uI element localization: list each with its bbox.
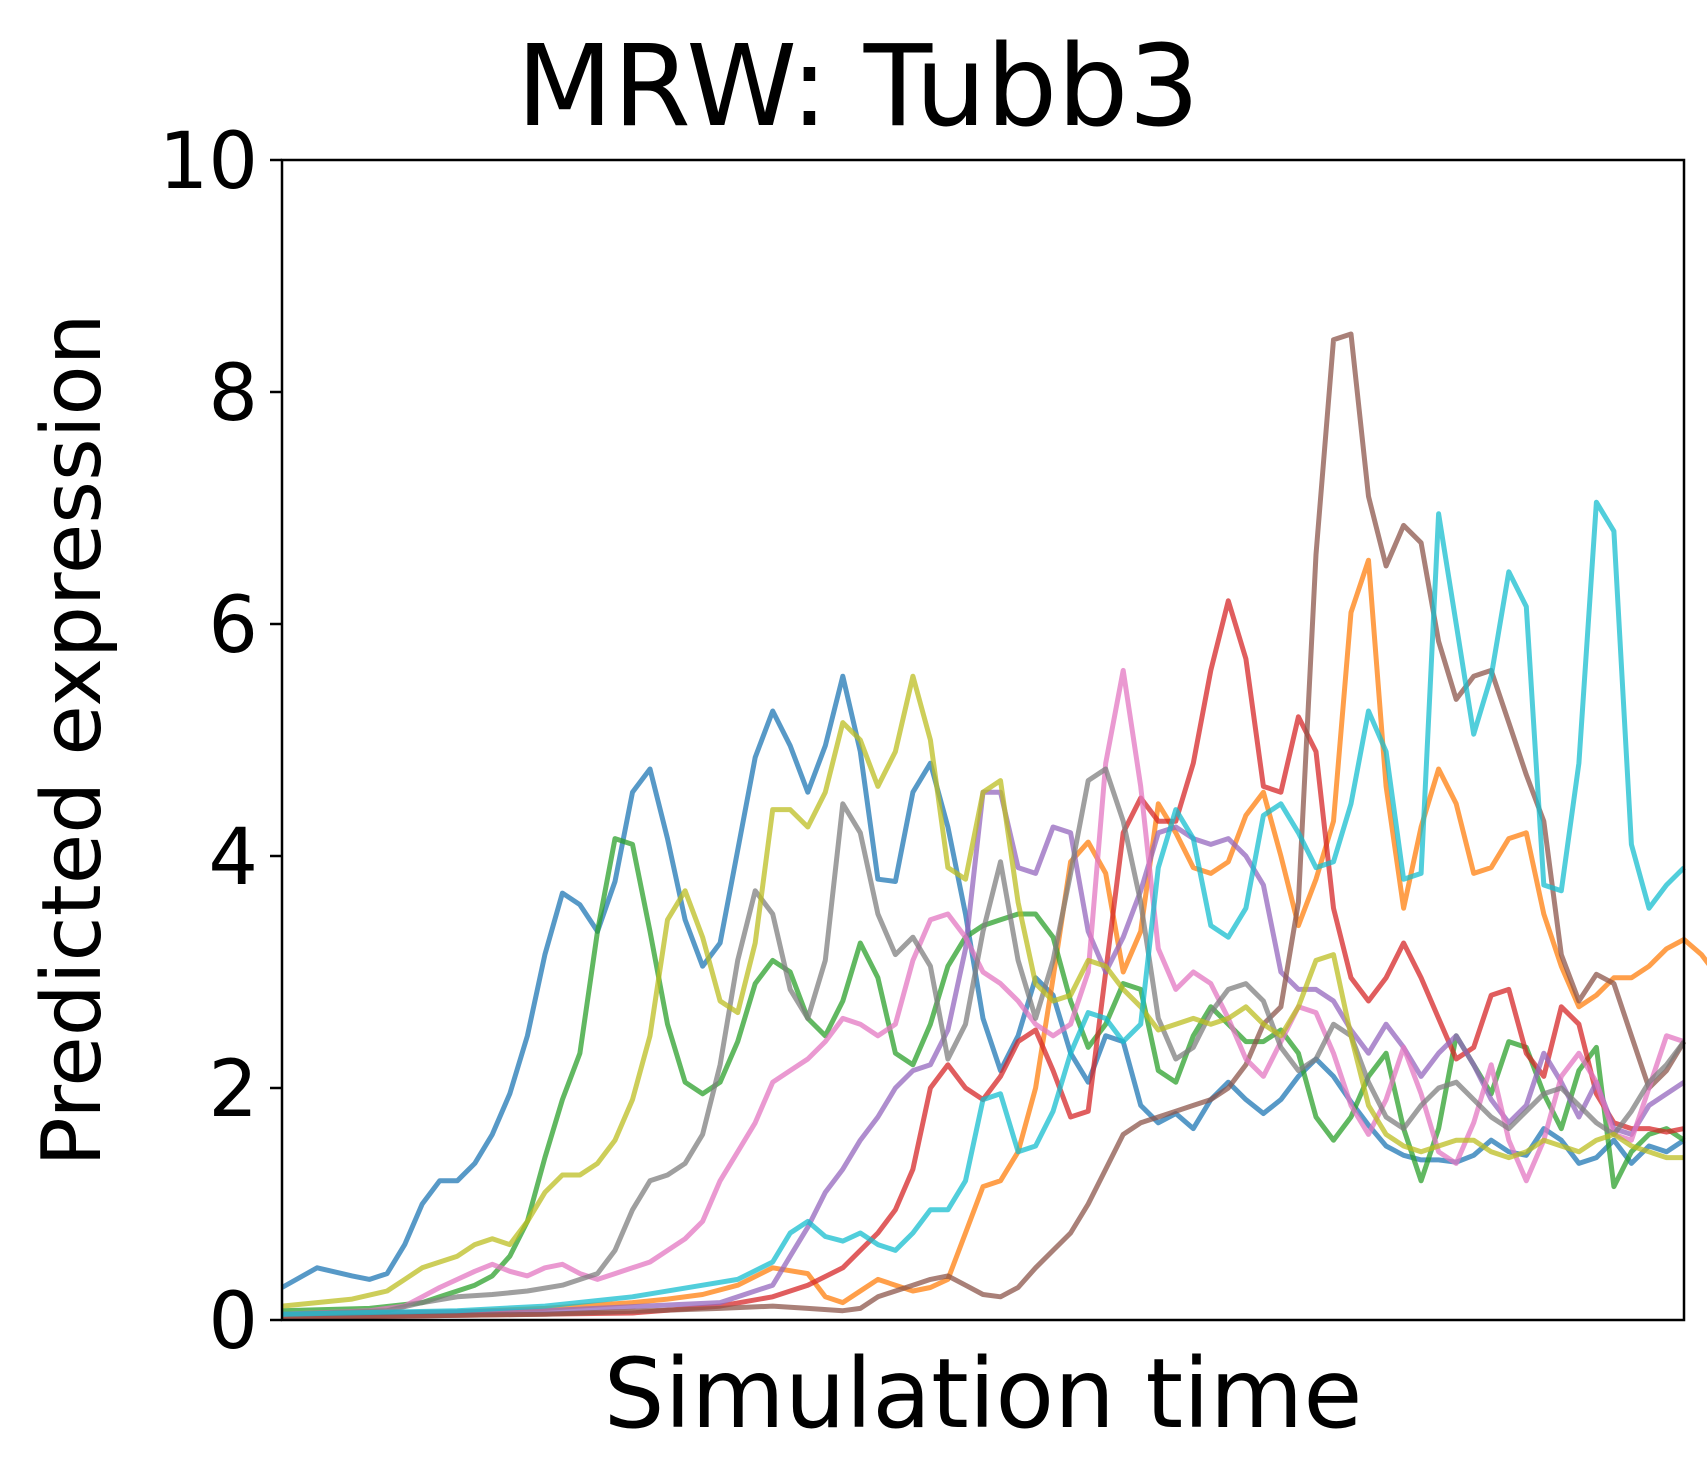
series-line-1	[280, 673, 1686, 1290]
series-line-10	[281, 499, 1686, 1317]
y-tick-label: 4	[208, 813, 258, 903]
y-tick-label: 6	[208, 581, 258, 671]
chart-title: MRW: Tubb3	[516, 22, 1199, 152]
y-axis-label: Predicted expression	[25, 313, 120, 1166]
series-line-7	[281, 667, 1685, 1317]
x-axis-label: Simulation time	[604, 1338, 1363, 1450]
series-line-9	[281, 673, 1684, 1309]
y-axis-ticks: 0 2 4 6 8 10	[159, 117, 282, 1367]
series-line-5	[281, 789, 1686, 1317]
y-tick-label: 0	[208, 1277, 258, 1367]
series-line-2	[281, 557, 1707, 1317]
plot-frame	[280, 158, 1686, 1322]
y-tick-label: 8	[208, 349, 258, 439]
series-line-6	[281, 331, 1687, 1321]
series-line-8	[281, 766, 1686, 1317]
y-tick-label: 2	[208, 1045, 258, 1135]
y-tick-label: 10	[159, 117, 258, 207]
series-line-4	[281, 598, 1685, 1321]
plot-lines	[280, 331, 1707, 1321]
